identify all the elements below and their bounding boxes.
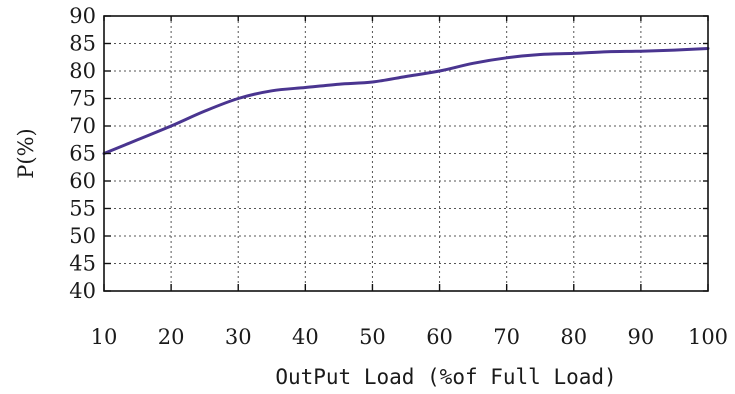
y-tick-label: 80 (69, 59, 96, 83)
x-tick-label: 50 (359, 325, 386, 349)
x-tick-label: 20 (158, 325, 185, 349)
y-tick-label: 60 (69, 169, 96, 193)
series-line (102, 46, 710, 155)
x-tick-label: 70 (493, 325, 520, 349)
y-tick-label: 50 (69, 224, 96, 248)
x-tick-label: 60 (426, 325, 453, 349)
y-tick-label: 75 (69, 87, 96, 111)
series-lines (102, 46, 710, 155)
y-tick-label: 85 (69, 32, 96, 56)
x-tick-label: 80 (560, 325, 587, 349)
x-tick-label: 40 (292, 325, 319, 349)
x-tick-label: 100 (688, 325, 728, 349)
grid-lines (104, 16, 708, 291)
y-tick-label: 65 (69, 142, 96, 166)
y-tick-label: 55 (69, 197, 96, 221)
y-tick-labels: 40 45 50 55 60 65 70 75 80 85 90 (69, 4, 96, 303)
tick-marks (103, 15, 709, 292)
x-tick-labels: 10 20 30 40 50 60 70 80 90 100 (91, 325, 728, 349)
y-tick-label: 45 (69, 252, 96, 276)
y-tick-label: 90 (69, 4, 96, 28)
x-tick-label: 10 (91, 325, 118, 349)
x-tick-label: 90 (628, 325, 655, 349)
x-axis-label: OutPut Load (%of Full Load) (275, 365, 616, 389)
y-tick-label: 40 (69, 279, 96, 303)
x-tick-label: 30 (225, 325, 252, 349)
y-axis-label: P(%) (14, 128, 38, 178)
y-tick-label: 70 (69, 114, 96, 138)
